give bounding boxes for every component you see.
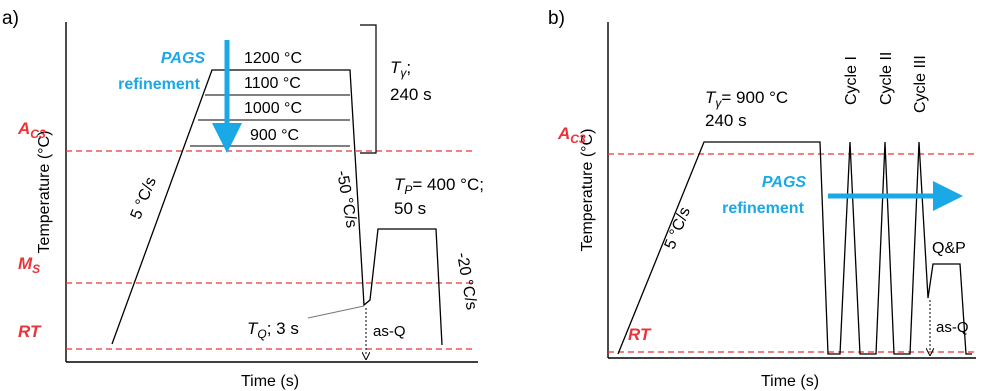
panel-a-pags-text: PAGS bbox=[161, 50, 205, 67]
panel-b-cycle-1: Cycle I bbox=[843, 56, 860, 105]
panel-a-temp-1200: 1200 °C bbox=[244, 50, 302, 67]
panel-b-cycle-2: Cycle II bbox=[878, 52, 895, 105]
panel-a-temp-1000: 1000 °C bbox=[244, 100, 302, 117]
panel-a-as-q-label: as-Q bbox=[373, 323, 406, 340]
panel-a-x-label: Time (s) bbox=[241, 373, 299, 390]
panel-b: b) Time (s) Temperature (°C) AC3 RT Tγ= … bbox=[548, 8, 976, 390]
panel-b-t-gamma: Tγ= 900 °C bbox=[705, 88, 788, 110]
panel-a-t-gamma-time: 240 s bbox=[390, 85, 432, 104]
panel-b-x-label: Time (s) bbox=[761, 373, 819, 390]
panel-a-cool-rate: -20 °C/s bbox=[453, 251, 480, 311]
panel-b-temperature-curve bbox=[617, 141, 972, 355]
panel-a-t-gamma: Tγ; bbox=[390, 58, 411, 80]
panel-a-label: a) bbox=[2, 8, 19, 29]
panel-b-cycle-3: Cycle III bbox=[912, 55, 929, 113]
panel-a-tp-time: 50 s bbox=[394, 199, 426, 218]
panel-b-pags-text: PAGS bbox=[762, 174, 806, 191]
panel-b-as-q-label: as-Q bbox=[936, 319, 969, 336]
panel-b-heating-rate: 5 °C/s bbox=[662, 205, 694, 252]
panel-a-bracket bbox=[360, 24, 377, 154]
panel-b-ac3-label: AC3 bbox=[557, 124, 586, 146]
panel-b-rt-label: RT bbox=[628, 325, 652, 344]
panel-a-y-label: Temperature (°C) bbox=[36, 131, 53, 254]
panel-a-ac3-label: AC3 bbox=[17, 119, 46, 141]
panel-a-tq-leader bbox=[307, 305, 365, 319]
panel-a-tp-label: TP= 400 °C; bbox=[394, 175, 484, 197]
panel-a: a) Time (s) Temperature (°C) AC3 MS RT 1… bbox=[2, 8, 484, 390]
panel-b-y-label: Temperature (°C) bbox=[579, 129, 596, 252]
panel-a-refinement-text: refinement bbox=[118, 76, 200, 93]
panel-b-qp-label: Q&P bbox=[932, 240, 966, 257]
panel-a-ms-label: MS bbox=[18, 254, 40, 276]
panel-a-rt-label: RT bbox=[18, 322, 42, 341]
panel-b-refinement-text: refinement bbox=[722, 200, 804, 217]
panel-b-t-gamma-time: 240 s bbox=[705, 111, 747, 130]
panel-a-tq-label: TQ; 3 s bbox=[247, 319, 299, 341]
panel-a-heating-rate: 5 °C/s bbox=[128, 175, 160, 222]
panel-a-temp-900: 900 °C bbox=[250, 127, 299, 144]
panel-a-temperature-curve bbox=[111, 69, 443, 346]
panel-b-label: b) bbox=[548, 8, 565, 29]
panel-a-temp-1100: 1100 °C bbox=[244, 75, 301, 92]
